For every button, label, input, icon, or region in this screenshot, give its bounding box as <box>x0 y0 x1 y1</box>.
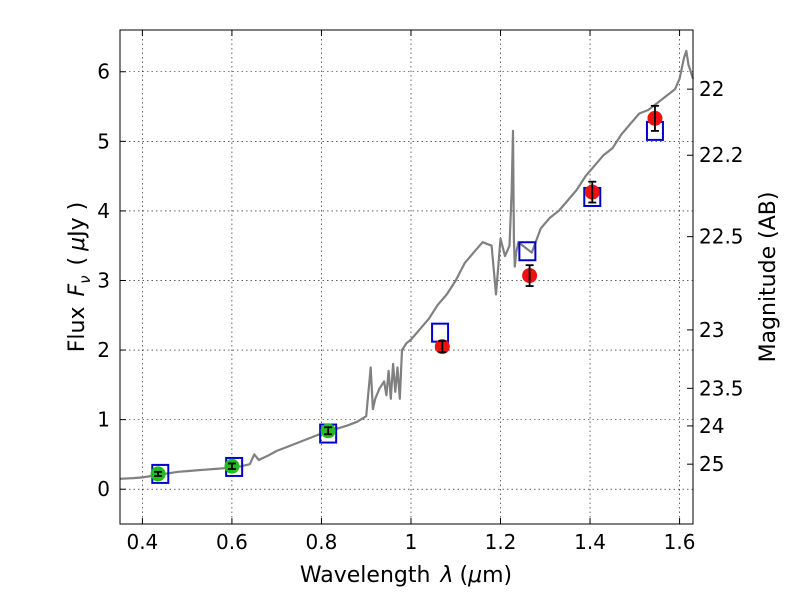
x-tick-label: 1.6 <box>664 530 696 554</box>
y-tick-label: 5 <box>97 129 110 153</box>
y2-tick-label: 22.2 <box>699 143 744 167</box>
y2-tick-label: 23.5 <box>699 376 744 400</box>
y2-tick-label: 23 <box>699 318 724 342</box>
tick-layer: 0.4 0.6 0.8 1 1.2 1.4 1.601234562222.222.52323… <box>97 30 744 554</box>
x-axis-label: Wavelength λ (μm) <box>300 563 512 588</box>
y2-tick-label: 24 <box>699 414 724 438</box>
x-tick-label: 0.4 <box>126 530 158 554</box>
y-tick-label: 2 <box>97 338 110 362</box>
x-tick-label: 0.8 <box>306 530 338 554</box>
x-tick-label: 0.6 <box>216 530 248 554</box>
x-tick-label: 1 <box>405 530 418 554</box>
x-tick-label: 1.2 <box>485 530 517 554</box>
y2-axis-label: Magnitude (AB) <box>756 192 781 363</box>
y2-tick-label: 25 <box>699 452 724 476</box>
plot-frame <box>119 29 694 525</box>
x-tick-label: 1.4 <box>574 530 606 554</box>
y-tick-label: 0 <box>97 477 110 501</box>
y-tick-label: 4 <box>97 199 110 223</box>
y-tick-label: 3 <box>97 268 110 292</box>
y2-tick-label: 22.5 <box>699 225 744 249</box>
spectrum-line <box>119 49 695 480</box>
data-layer <box>119 49 695 484</box>
model-point-square <box>518 241 537 262</box>
y-tick-label: 6 <box>97 60 110 84</box>
y-tick-label: 1 <box>97 408 110 432</box>
y-axis-label: FluxFν(μJy ) <box>65 202 94 352</box>
model-point-square <box>431 322 450 343</box>
grid-lines <box>120 30 693 524</box>
y2-tick-label: 22 <box>699 77 724 101</box>
